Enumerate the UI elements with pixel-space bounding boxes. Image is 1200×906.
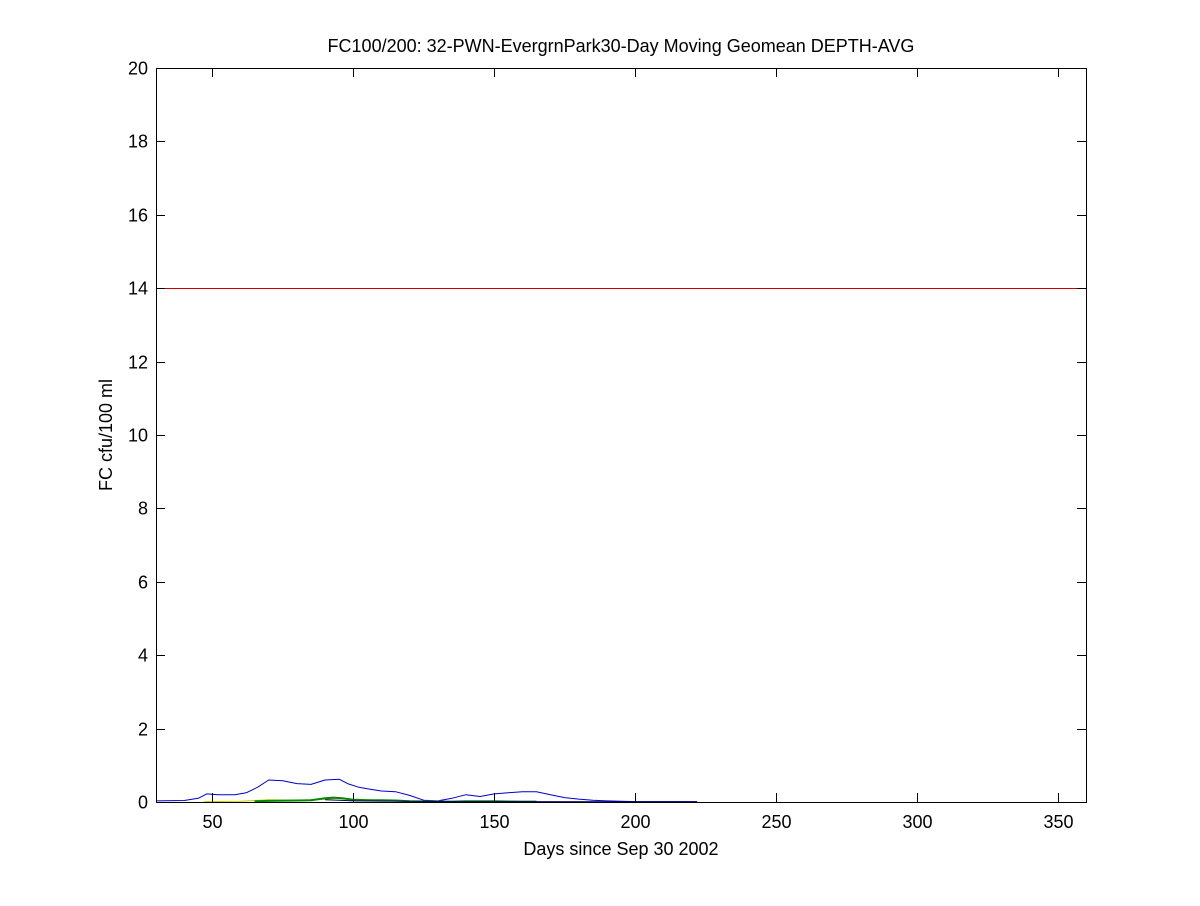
- x-tick-label: 300: [902, 812, 932, 832]
- y-tick-label: 6: [138, 573, 148, 593]
- x-tick-label: 250: [761, 812, 791, 832]
- y-tick-label: 18: [128, 132, 148, 152]
- y-tick-label: 12: [128, 353, 148, 373]
- y-tick-label: 2: [138, 720, 148, 740]
- chart-title: FC100/200: 32-PWN-EvergrnPark30-Day Movi…: [328, 36, 915, 56]
- x-tick-label: 200: [620, 812, 650, 832]
- x-axis-label: Days since Sep 30 2002: [523, 839, 718, 859]
- x-axis-ticks: 50 100 150 200 250 300 350: [202, 68, 1074, 832]
- y-tick-label: 8: [138, 499, 148, 519]
- series-line-1: [155, 778, 698, 803]
- x-tick-label: 100: [338, 812, 368, 832]
- y-axis-ticks: 0 2 4 6 8 10 12 14 16 18 20: [128, 59, 1086, 813]
- series-line-4: [325, 799, 698, 803]
- series-layer: [155, 778, 698, 803]
- x-tick-label: 50: [202, 812, 222, 832]
- y-tick-label: 10: [128, 426, 148, 446]
- x-tick-label: 150: [479, 812, 509, 832]
- y-tick-label: 16: [128, 206, 148, 226]
- y-tick-label: 20: [128, 59, 148, 79]
- y-axis-label: FC cfu/100 ml: [96, 379, 116, 491]
- plot-area: [156, 68, 1086, 802]
- x-tick-label: 350: [1043, 812, 1073, 832]
- y-tick-label: 4: [138, 646, 148, 666]
- y-tick-label: 0: [138, 793, 148, 813]
- y-tick-label: 14: [128, 279, 148, 299]
